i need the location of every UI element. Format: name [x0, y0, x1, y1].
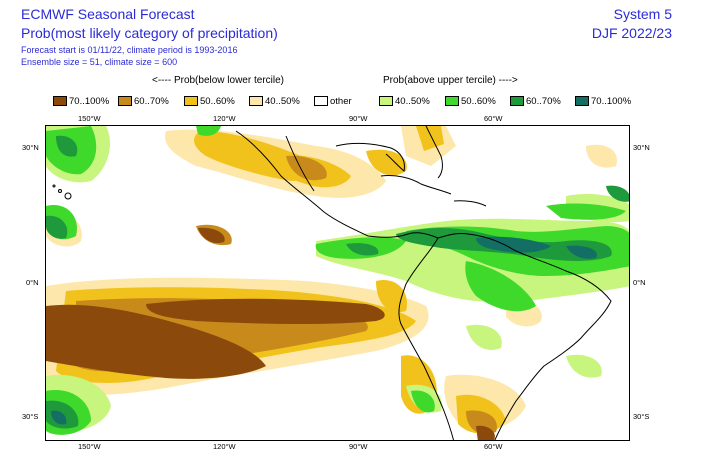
lat-label-right: 30°N: [633, 143, 650, 152]
legend-item: 60..70%: [118, 95, 169, 107]
legend-swatch: [53, 96, 67, 106]
legend-label: 40..50%: [265, 95, 300, 107]
above-tercile-note: Prob(above upper tercile) ---->: [383, 75, 518, 86]
lon-label-bottom: 150°W: [78, 442, 101, 451]
legend-swatch: [249, 96, 263, 106]
lon-label-top: 120°W: [213, 114, 236, 123]
legend-label: 40..50%: [395, 95, 430, 107]
precipitation-map: [45, 125, 630, 441]
legend-swatch: [314, 96, 328, 106]
legend-item: 60..70%: [510, 95, 561, 107]
legend-item: 50..60%: [445, 95, 496, 107]
map-graphic: [46, 126, 629, 440]
legend-label: 70..100%: [591, 95, 632, 107]
lat-label-left: 0°N: [26, 278, 39, 287]
legend-label: 70..100%: [69, 95, 110, 107]
legend-label: 50..60%: [200, 95, 235, 107]
coastlines: [235, 126, 612, 440]
legend-item: 70..100%: [53, 95, 109, 107]
lat-label-left: 30°S: [22, 412, 39, 421]
lat-label-right: 30°S: [633, 412, 650, 421]
hawaii-islands: [52, 184, 72, 200]
legend-item: 40..50%: [249, 95, 300, 107]
legend-label: 60..70%: [134, 95, 169, 107]
season-label: DJF 2022/23: [591, 25, 672, 41]
lat-label-right: 0°N: [633, 278, 646, 287]
lon-label-top: 90°W: [349, 114, 368, 123]
below-tercile-note: <---- Prob(below lower tercile): [152, 75, 284, 86]
map-subtitle: Prob(most likely category of precipitati…: [21, 25, 278, 41]
lon-label-bottom: 90°W: [349, 442, 368, 451]
forecast-info: Forecast start is 01/11/22, climate peri…: [21, 45, 238, 55]
lon-label-top: 60°W: [484, 114, 503, 123]
legend-swatch: [184, 96, 198, 106]
legend-swatch: [575, 96, 589, 106]
legend-label: other: [330, 95, 352, 107]
system-label: System 5: [613, 6, 672, 22]
below-70-100-regions: [46, 227, 495, 440]
lat-label-left: 30°N: [22, 143, 39, 152]
legend-item: 40..50%: [379, 95, 430, 107]
above-70-100-regions: [51, 236, 597, 425]
legend-label: 50..60%: [461, 95, 496, 107]
lon-label-top: 150°W: [78, 114, 101, 123]
lon-label-bottom: 120°W: [213, 442, 236, 451]
legend-item: 70..100%: [575, 95, 631, 107]
map-title: ECMWF Seasonal Forecast: [21, 6, 195, 22]
lon-label-bottom: 60°W: [484, 442, 503, 451]
legend-swatch: [379, 96, 393, 106]
ensemble-info: Ensemble size = 51, climate size = 600: [21, 57, 178, 67]
legend-swatch: [118, 96, 132, 106]
legend-item: 50..60%: [184, 95, 235, 107]
legend-swatch: [510, 96, 524, 106]
legend-label: 60..70%: [526, 95, 561, 107]
legend-item: other: [314, 95, 352, 107]
legend-swatch: [445, 96, 459, 106]
